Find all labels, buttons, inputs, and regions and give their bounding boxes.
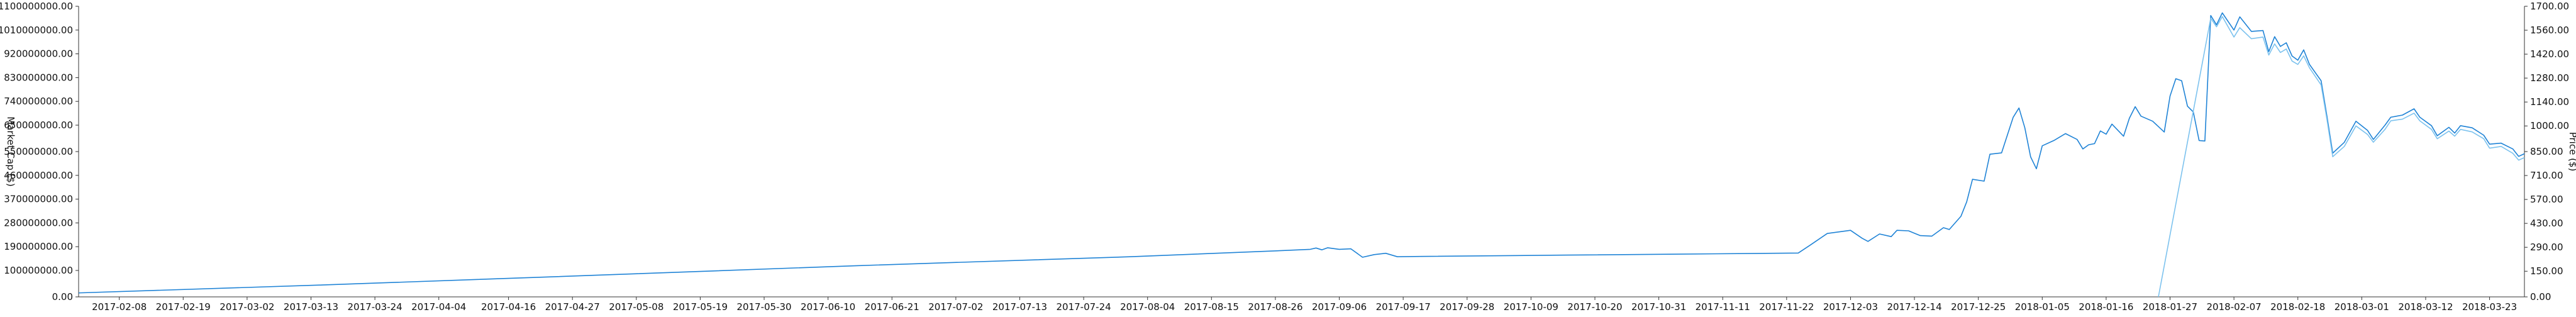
labels-layer: Market Cap ($) Price ($) <box>5 116 2576 187</box>
x-tick-label: 2017-10-09 <box>1504 301 1558 313</box>
y-right-tick-label: 1280.00 <box>2530 72 2569 84</box>
x-tick-label: 2018-01-16 <box>2079 301 2133 313</box>
x-tick-label: 2017-07-24 <box>1056 301 1111 313</box>
y-axis-right-title: Price ($) <box>2567 132 2576 172</box>
y-left-tick-label: 1010000000.00 <box>0 25 73 36</box>
y-right-tick-label: 570.00 <box>2530 194 2563 205</box>
x-tick-label: 2018-01-05 <box>2015 301 2070 313</box>
x-tick-label: 2017-02-19 <box>156 301 211 313</box>
y-right-tick-label: 1420.00 <box>2530 48 2569 60</box>
y-left-tick-label: 190000000.00 <box>4 241 73 252</box>
x-tick-label: 2017-03-02 <box>219 301 274 313</box>
y-left-tick-label: 830000000.00 <box>4 72 73 83</box>
y-right-tick-label: 1700.00 <box>2530 1 2569 12</box>
x-tick-label: 2017-06-21 <box>865 301 919 313</box>
x-tick-label: 2017-09-17 <box>1376 301 1431 313</box>
x-tick-label: 2017-10-20 <box>1567 301 1622 313</box>
y-left-tick-label: 460000000.00 <box>4 170 73 181</box>
x-tick-label: 2017-10-31 <box>1631 301 1686 313</box>
x-tick-label: 2018-03-23 <box>2462 301 2517 313</box>
y-left-tick-label: 370000000.00 <box>4 194 73 205</box>
x-tick-label: 2017-08-26 <box>1248 301 1302 313</box>
series-layer <box>78 12 2525 298</box>
y-left-tick-label: 920000000.00 <box>4 48 73 60</box>
x-tick-label: 2017-03-24 <box>348 301 402 313</box>
x-tick-label: 2017-04-27 <box>545 301 600 313</box>
y-right-tick-label: 850.00 <box>2530 146 2563 157</box>
x-tick-label: 2017-09-28 <box>1440 301 1494 313</box>
x-tick-label: 2017-11-22 <box>1759 301 1814 313</box>
y-right-tick-label: 430.00 <box>2530 218 2563 229</box>
series-line-price <box>2158 16 2525 298</box>
x-tick-label: 2018-03-12 <box>2398 301 2453 313</box>
x-tick-label: 2018-02-07 <box>2207 301 2262 313</box>
y-axis-left-title: Market Cap ($) <box>5 116 16 187</box>
y-right-tick-label: 1140.00 <box>2530 96 2569 108</box>
y-right-tick-label: 710.00 <box>2530 170 2563 181</box>
y-left-tick-label: 650000000.00 <box>4 120 73 131</box>
series-line-market-cap <box>78 12 2525 294</box>
x-tick-label: 2017-12-25 <box>1951 301 2006 313</box>
x-tick-label: 2017-05-19 <box>673 301 728 313</box>
x-tick-label: 2018-01-27 <box>2143 301 2197 313</box>
y-left-tick-label: 1100000000.00 <box>0 1 73 12</box>
x-tick-label: 2017-08-15 <box>1184 301 1239 313</box>
x-tick-label: 2017-05-08 <box>609 301 663 313</box>
x-tick-label: 2017-04-04 <box>411 301 466 313</box>
y-right-tick-label: 1560.00 <box>2530 25 2569 36</box>
x-tick-label: 2017-12-14 <box>1887 301 1941 313</box>
x-tick-label: 2017-06-10 <box>801 301 855 313</box>
x-tick-label: 2017-09-06 <box>1312 301 1367 313</box>
y-left-tick-label: 740000000.00 <box>4 96 73 107</box>
y-left-tick-label: 0.00 <box>52 291 73 303</box>
x-tick-label: 2017-05-30 <box>736 301 791 313</box>
y-right-tick-label: 0.00 <box>2530 291 2551 303</box>
x-tick-label: 2017-04-16 <box>481 301 536 313</box>
x-tick-label: 2018-02-18 <box>2270 301 2325 313</box>
x-tick-label: 2018-03-01 <box>2334 301 2389 313</box>
y-left-tick-label: 100000000.00 <box>4 265 73 276</box>
x-tick-label: 2017-02-08 <box>92 301 147 313</box>
x-tick-label: 2017-07-13 <box>992 301 1047 313</box>
x-tick-label: 2017-12-03 <box>1823 301 1878 313</box>
y-left-tick-label: 550000000.00 <box>4 146 73 157</box>
y-right-tick-label: 290.00 <box>2530 242 2563 253</box>
y-left-tick-label: 280000000.00 <box>4 217 73 228</box>
x-tick-label: 2017-03-13 <box>284 301 338 313</box>
y-right-tick-label: 1000.00 <box>2530 120 2569 131</box>
x-tick-label: 2017-08-04 <box>1120 301 1175 313</box>
y-right-tick-label: 150.00 <box>2530 265 2563 277</box>
x-tick-label: 2017-07-02 <box>928 301 983 313</box>
x-tick-label: 2017-11-11 <box>1696 301 1750 313</box>
